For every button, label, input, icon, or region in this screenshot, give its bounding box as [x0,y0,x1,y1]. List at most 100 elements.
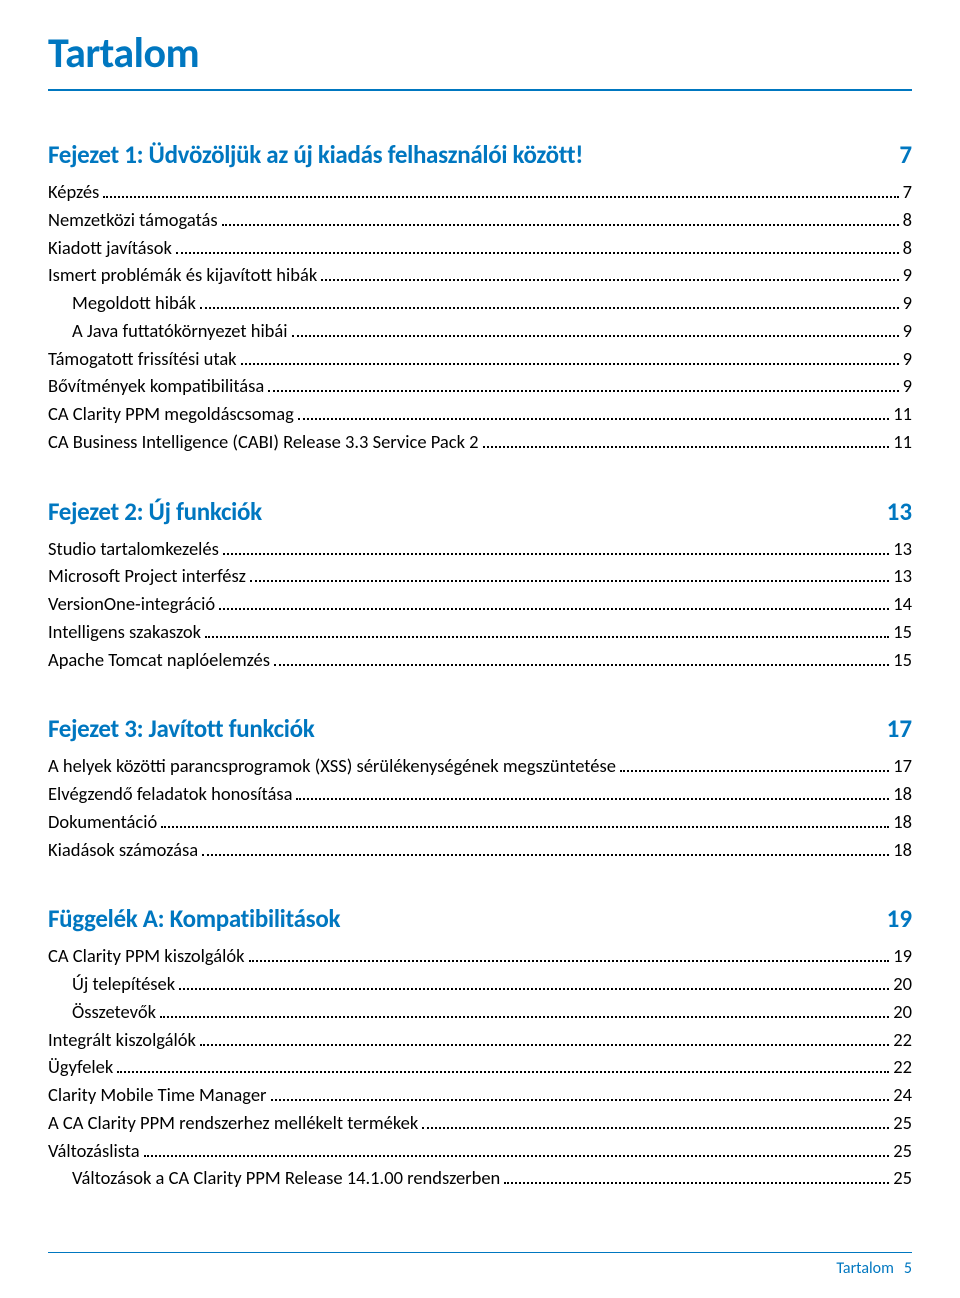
toc-item-page: 9 [903,317,912,345]
toc-item[interactable]: A CA Clarity PPM rendszerhez mellékelt t… [48,1109,912,1137]
toc-item-page: 14 [893,590,912,618]
toc-item-page: 11 [893,428,912,456]
chapter-heading-row: Fejezet 3: Javított funkciók17 [48,713,912,744]
toc-item[interactable]: Intelligens szakaszok 15 [48,618,912,646]
toc-leader-dots [483,433,890,448]
toc-item[interactable]: Változáslista25 [48,1137,912,1165]
toc-item-label: Képzés [48,178,99,206]
toc-item[interactable]: A Java futtatókörnyezet hibái 9 [48,317,912,345]
toc-item[interactable]: Elvégzendő feladatok honosítása18 [48,780,912,808]
toc-item-page: 20 [893,998,912,1026]
toc-item-page: 11 [893,400,912,428]
toc-item[interactable]: Megoldott hibák9 [48,289,912,317]
toc-item-page: 9 [903,345,912,373]
toc-item-label: Ügyfelek [48,1053,113,1081]
toc-item[interactable]: Ügyfelek 22 [48,1053,912,1081]
toc-item-page: 15 [893,646,912,674]
chapter-page-number: 19 [887,903,912,934]
toc-item-page: 9 [903,261,912,289]
toc-item[interactable]: Új telepítések20 [48,970,912,998]
toc-item-page: 15 [893,618,912,646]
toc-leader-dots [202,841,889,856]
toc-item[interactable]: Összetevők 20 [48,998,912,1026]
toc-item-page: 13 [893,562,912,590]
toc-item-label: Kiadások számozása [48,836,198,864]
toc-item[interactable]: Clarity Mobile Time Manager 24 [48,1081,912,1109]
toc-item[interactable]: Támogatott frissítési utak 9 [48,345,912,373]
toc-item[interactable]: Microsoft Project interfész 13 [48,562,912,590]
toc-item-page: 22 [893,1026,912,1054]
chapter-title[interactable]: Fejezet 3: Javított funkciók [48,713,314,744]
toc-item-page: 19 [893,942,912,970]
toc-item[interactable]: Studio tartalomkezelés13 [48,535,912,563]
toc-leader-dots [241,350,899,365]
toc-item-label: Támogatott frissítési utak [48,345,237,373]
toc-item-page: 8 [903,206,912,234]
chapter-heading-row: Függelék A: Kompatibilitások 19 [48,903,912,934]
toc-item[interactable]: Nemzetközi támogatás8 [48,206,912,234]
toc-item-page: 25 [893,1164,912,1192]
chapter-title[interactable]: Fejezet 1: Üdvözöljük az új kiadás felha… [48,139,583,170]
toc-item[interactable]: VersionOne-integráció14 [48,590,912,618]
toc-item[interactable]: Bővítmények kompatibilitása 9 [48,372,912,400]
toc-item[interactable]: Képzés 7 [48,178,912,206]
toc-item-label: Elvégzendő feladatok honosítása [48,780,292,808]
toc-item-label: Integrált kiszolgálók [48,1026,196,1054]
toc-item-label: A CA Clarity PPM rendszerhez mellékelt t… [48,1109,418,1137]
toc-item[interactable]: Változások a CA Clarity PPM Release 14.1… [48,1164,912,1192]
toc-leader-dots [268,377,898,392]
toc-leader-dots [223,540,889,555]
toc-item-label: Ismert problémák és kijavított hibák [48,261,317,289]
toc-leader-dots [222,211,899,226]
toc-item-label: Összetevők [72,998,156,1026]
toc-item-label: Bővítmények kompatibilitása [48,372,264,400]
toc-item-page: 18 [893,808,912,836]
toc-item-label: Clarity Mobile Time Manager [48,1081,267,1109]
toc-leader-dots [103,183,898,198]
toc-item[interactable]: Kiadott javítások8 [48,234,912,262]
toc-item[interactable]: CA Clarity PPM megoldáscsomag11 [48,400,912,428]
toc-item[interactable]: Kiadások számozása 18 [48,836,912,864]
toc-leader-dots [620,757,889,772]
toc-item-page: 24 [893,1081,912,1109]
toc-leader-dots [422,1114,889,1129]
chapter: Fejezet 2: Új funkciók13Studio tartalomk… [48,496,912,674]
toc-item-page: 17 [893,752,912,780]
toc-item[interactable]: A helyek közötti parancsprogramok (XSS) … [48,752,912,780]
toc-item[interactable]: Ismert problémák és kijavított hibák 9 [48,261,912,289]
toc-item-label: A Java futtatókörnyezet hibái [72,317,288,345]
toc-item-label: CA Clarity PPM kiszolgálók [48,942,245,970]
toc-item[interactable]: CA Clarity PPM kiszolgálók 19 [48,942,912,970]
toc-item-label: Microsoft Project interfész [48,562,246,590]
chapter-page-number: 13 [887,496,912,527]
toc-leader-dots [321,266,898,281]
toc-item-label: Kiadott javítások [48,234,172,262]
chapter-title[interactable]: Függelék A: Kompatibilitások [48,903,340,934]
toc-leader-dots [161,813,889,828]
toc-leader-dots [274,651,889,666]
chapter-heading-row: Fejezet 2: Új funkciók 13 [48,496,912,527]
toc-item-label: Új telepítések [72,970,175,998]
toc-item[interactable]: CA Business Intelligence (CABI) Release … [48,428,912,456]
toc-item[interactable]: Dokumentáció18 [48,808,912,836]
page-title: Tartalom [48,28,912,91]
footer: Tartalom 5 [48,1252,912,1278]
toc-leader-dots [250,567,889,582]
toc-item-page: 7 [903,178,912,206]
toc-item-page: 25 [893,1137,912,1165]
toc-leader-dots [296,785,889,800]
toc-leader-dots [117,1058,889,1073]
toc-item-page: 22 [893,1053,912,1081]
toc-leader-dots [200,1031,889,1046]
chapter-title[interactable]: Fejezet 2: Új funkciók [48,496,262,527]
toc-leader-dots [179,975,889,990]
toc-item-label: Intelligens szakaszok [48,618,201,646]
toc-leader-dots [504,1169,889,1184]
toc-leader-dots [249,947,890,962]
toc-item-label: A helyek közötti parancsprogramok (XSS) … [48,752,616,780]
toc-item-page: 18 [893,836,912,864]
toc-item-page: 9 [903,372,912,400]
toc-item[interactable]: Apache Tomcat naplóelemzés15 [48,646,912,674]
toc-item[interactable]: Integrált kiszolgálók 22 [48,1026,912,1054]
toc-leader-dots [205,623,889,638]
